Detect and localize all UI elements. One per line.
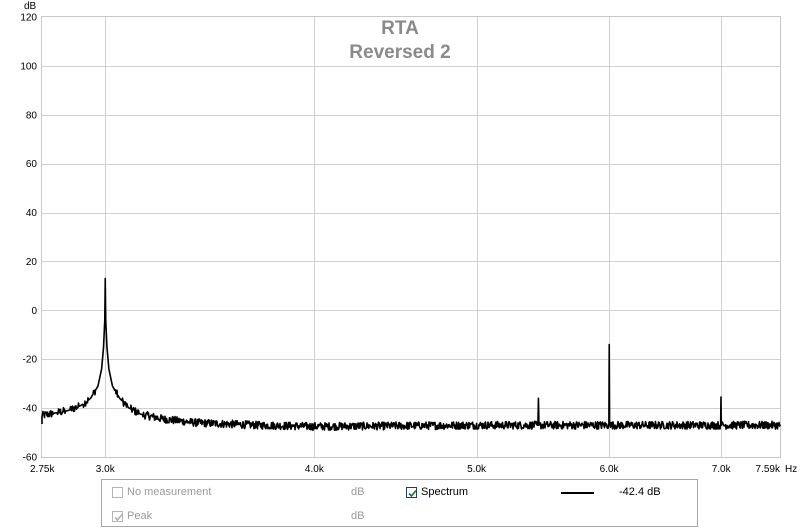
- y-tick-label: -40: [23, 404, 38, 415]
- y-tick-label: 100: [20, 61, 37, 72]
- y-tick-label: 40: [26, 208, 38, 219]
- y-axis-label: dB: [24, 1, 37, 12]
- x-tick-label: 5.0k: [467, 464, 487, 475]
- x-tick-labels: 2.75k 3.0k 4.0k 5.0k 6.0k 7.0k 7.59k: [30, 464, 781, 475]
- checkmark-icon: [408, 489, 417, 498]
- y-tick-label: 20: [26, 257, 38, 268]
- peak-checkbox[interactable]: [112, 511, 123, 522]
- spectrum-checkbox[interactable]: [406, 487, 417, 498]
- x-axis-unit: Hz: [785, 464, 797, 475]
- y-tick-label: 80: [26, 110, 38, 121]
- chart-subtitle: Reversed 2: [349, 42, 450, 63]
- y-tick-label: 120: [20, 13, 37, 24]
- x-tick-label: 7.0k: [712, 464, 732, 475]
- checkmark-icon: [114, 513, 123, 522]
- legend-unit-no-measurement: dB: [351, 486, 365, 498]
- plot-area: [41, 16, 781, 458]
- rta-chart: 120 100 80 60 40 20 0 -20 -40 -60 2.75k 3.0k 4.0k 5.…: [20, 1, 797, 475]
- y-tick-label: 60: [26, 159, 38, 170]
- legend-label-no-measurement: No measurement: [127, 486, 212, 498]
- legend-label-peak: Peak: [127, 510, 153, 522]
- x-tick-label: 2.75k: [30, 464, 55, 475]
- no-measurement-checkbox[interactable]: [112, 487, 123, 498]
- spectrum-series-line: [41, 277, 781, 432]
- legend-panel: No measurement dB Peak dB Spectrum -42.4…: [101, 479, 698, 527]
- legend-label-spectrum: Spectrum: [421, 486, 469, 498]
- legend-value-spectrum: -42.4 dB: [619, 486, 661, 498]
- chart-grid: [42, 17, 780, 457]
- y-tick-label: -60: [23, 453, 38, 464]
- legend-unit-peak: dB: [351, 510, 365, 522]
- y-tick-labels: 120 100 80 60 40 20 0 -20 -40 -60: [20, 13, 37, 464]
- x-tick-label: 3.0k: [96, 464, 116, 475]
- x-tick-label: 4.0k: [305, 464, 325, 475]
- x-tick-label: 6.0k: [600, 464, 620, 475]
- series-layer: [41, 277, 781, 432]
- x-tick-label: 7.59k: [756, 464, 781, 475]
- y-tick-label: 0: [31, 306, 37, 317]
- y-tick-label: -20: [23, 355, 38, 366]
- chart-title: RTA: [381, 18, 419, 39]
- legend-swatch-spectrum: [561, 492, 594, 494]
